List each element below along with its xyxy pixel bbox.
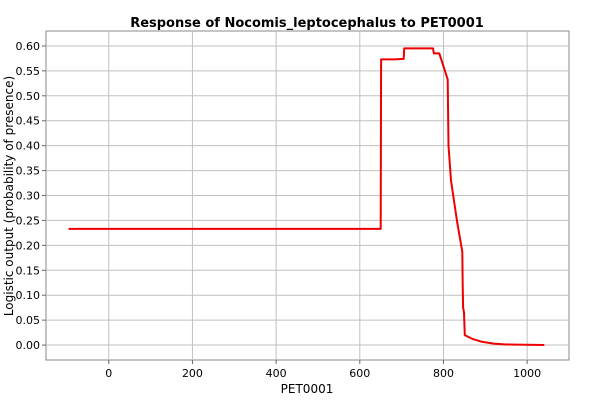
data-point [462, 306, 464, 309]
x-axis-label: PET0001 [281, 382, 334, 396]
data-point [380, 58, 382, 61]
data-point [461, 251, 464, 253]
y-tick-label: 0.55 [16, 65, 41, 78]
data-point [480, 340, 482, 343]
data-point [505, 343, 508, 346]
x-tick-label: 400 [266, 367, 287, 380]
chart-title: Response of Nocomis_leptocephalus to PET… [130, 16, 484, 31]
y-tick-label: 0.20 [16, 239, 41, 252]
y-tick-label: 0.40 [16, 140, 41, 153]
ticks: 0.00 0.05 0.10 0.15 0.20 0.25 0.30 0.35 0.40 0.45… [16, 40, 542, 380]
data-point [402, 58, 405, 60]
data-point [403, 47, 406, 50]
series-layer [68, 47, 545, 346]
x-tick-label: 1000 [513, 367, 541, 380]
data-point [447, 144, 450, 147]
data-point [463, 311, 465, 314]
y-tick-label: 0.45 [16, 115, 41, 128]
data-point [446, 78, 449, 81]
grid [46, 31, 569, 360]
y-tick-label: 0.05 [16, 314, 41, 327]
y-tick-label: 0.15 [16, 264, 41, 277]
data-point [433, 52, 435, 55]
data-point [450, 179, 452, 182]
data-point [438, 52, 441, 55]
y-tick-label: 0.30 [16, 190, 41, 203]
data-point [461, 284, 464, 287]
x-tick-label: 200 [182, 367, 203, 380]
y-tick-label: 0.50 [16, 90, 41, 103]
x-tick-label: 600 [349, 367, 370, 380]
data-point [379, 228, 382, 230]
data-point [472, 338, 474, 340]
data-point [543, 344, 545, 346]
data-point [464, 334, 466, 336]
data-point [432, 47, 434, 50]
y-tick-label: 0.60 [16, 40, 41, 53]
data-point [68, 228, 70, 230]
y-tick-label: 0.35 [16, 165, 41, 178]
y-axis-label: Logistic output (probability of presence… [2, 76, 16, 316]
data-point [456, 219, 458, 222]
y-tick-label: 0.00 [16, 339, 41, 352]
x-tick-label: 0 [105, 367, 112, 380]
data-point [393, 58, 396, 61]
x-tick-label: 800 [433, 367, 454, 380]
y-tick-label: 0.25 [16, 214, 41, 227]
data-point [492, 342, 495, 345]
y-tick-label: 0.10 [16, 289, 41, 302]
